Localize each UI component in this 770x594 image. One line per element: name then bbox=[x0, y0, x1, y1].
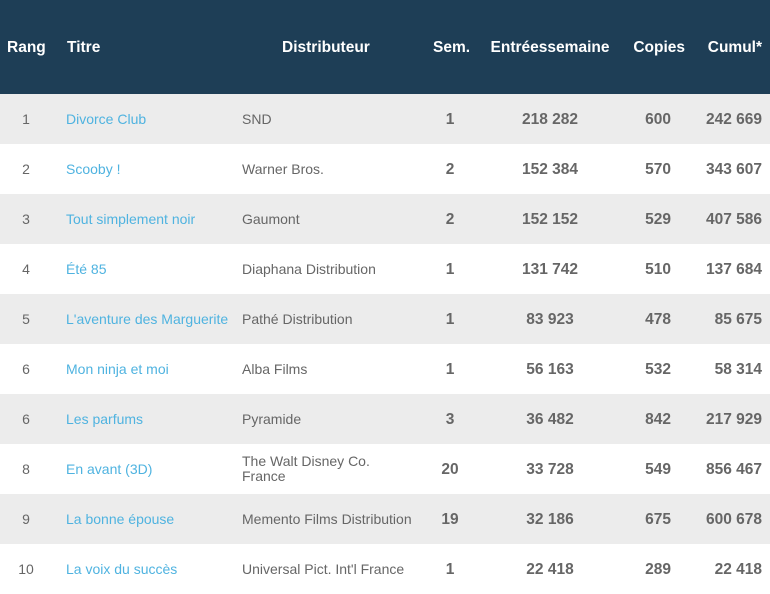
entrees-cell: 56 163 bbox=[526, 360, 574, 378]
rang-cell: 2 bbox=[22, 160, 30, 177]
rang-cell: 1 bbox=[22, 110, 30, 127]
rang-cell: 10 bbox=[18, 560, 34, 577]
entrees-cell: 152 152 bbox=[521, 210, 579, 228]
entrees-cell: 131 742 bbox=[521, 260, 579, 278]
table-body: 1 Divorce Club SND 1 218 282 600 242 669 2 Scoob… bbox=[0, 94, 770, 594]
table-row: 6 Les parfums Pyramide 3 36 482 842 217 929 bbox=[0, 394, 770, 444]
film-title-link[interactable]: Été 85 bbox=[66, 260, 107, 277]
distributeur-cell: Pyramide bbox=[242, 410, 302, 427]
copies-cell: 529 bbox=[645, 210, 671, 228]
semaine-cell: 1 bbox=[445, 110, 455, 128]
cumul-cell: 217 929 bbox=[705, 410, 762, 428]
table-row: 2 Scooby ! Warner Bros. 2 152 384 570 343 607 bbox=[0, 144, 770, 194]
table-header: Rang Titre Distributeur Sem. Entrées sem… bbox=[0, 0, 770, 94]
distributeur-cell: Warner Bros. bbox=[242, 160, 324, 177]
rang-cell: 9 bbox=[22, 510, 30, 527]
column-header-cumul: Cumul* bbox=[707, 38, 762, 56]
cumul-cell: 600 678 bbox=[705, 510, 762, 528]
cumul-cell: 343 607 bbox=[705, 160, 762, 178]
distributeur-cell: The Walt Disney Co. France bbox=[242, 453, 370, 484]
column-header-titre: Titre bbox=[67, 38, 101, 56]
rang-cell: 3 bbox=[22, 210, 30, 227]
copies-cell: 600 bbox=[645, 110, 671, 128]
cumul-cell: 856 467 bbox=[705, 460, 762, 478]
film-title-link[interactable]: Divorce Club bbox=[66, 110, 147, 127]
semaine-cell: 1 bbox=[445, 260, 455, 278]
semaine-cell: 1 bbox=[445, 310, 455, 328]
copies-cell: 532 bbox=[645, 360, 671, 378]
film-title-link[interactable]: Tout simplement noir bbox=[66, 210, 196, 227]
copies-cell: 570 bbox=[645, 160, 671, 178]
column-header-semaine: Sem. bbox=[433, 38, 471, 56]
entrees-cell: 218 282 bbox=[521, 110, 579, 128]
rang-cell: 5 bbox=[22, 310, 30, 327]
distributeur-cell: Universal Pict. Int'l France bbox=[242, 560, 405, 577]
rang-cell: 4 bbox=[22, 260, 30, 277]
table-row: 10 La voix du succès Universal Pict. Int'l… bbox=[0, 544, 770, 594]
column-header-entrees-line2: semaine bbox=[547, 38, 610, 56]
table-row: 3 Tout simplement noir Gaumont 2 152 152 529 4… bbox=[0, 194, 770, 244]
distributeur-cell: Alba Films bbox=[242, 360, 308, 377]
semaine-cell: 3 bbox=[445, 410, 455, 428]
table-row: 9 La bonne épouse Memento Films Distributi… bbox=[0, 494, 770, 544]
film-title-link[interactable]: Les parfums bbox=[66, 410, 144, 427]
table-row: 6 Mon ninja et moi Alba Films 1 56 163 532 58 … bbox=[0, 344, 770, 394]
copies-cell: 289 bbox=[645, 560, 671, 578]
column-header-entrees-line1: Entrées bbox=[490, 38, 548, 56]
semaine-cell: 1 bbox=[445, 360, 455, 378]
film-title-link[interactable]: Mon ninja et moi bbox=[66, 360, 169, 377]
column-header-distributeur: Distributeur bbox=[282, 38, 370, 56]
semaine-cell: 19 bbox=[441, 510, 459, 528]
cumul-cell: 22 418 bbox=[714, 560, 762, 578]
column-header-rang: Rang bbox=[7, 38, 46, 56]
distributeur-cell: Memento Films Distribution bbox=[242, 510, 412, 527]
distributeur-cell: Pathé Distribution bbox=[242, 310, 353, 327]
film-title-link[interactable]: La voix du succès bbox=[66, 560, 178, 577]
column-header-entrees: Entrées semaine bbox=[491, 0, 610, 94]
table-row: 5 L'aventure des Marguerite Pathé Distribu… bbox=[0, 294, 770, 344]
rang-cell: 6 bbox=[22, 410, 30, 427]
cumul-cell: 407 586 bbox=[705, 210, 762, 228]
entrees-cell: 32 186 bbox=[526, 510, 574, 528]
distributeur-cell: Diaphana Distribution bbox=[242, 260, 376, 277]
cumul-cell: 137 684 bbox=[705, 260, 762, 278]
cumul-cell: 242 669 bbox=[705, 110, 762, 128]
copies-cell: 842 bbox=[645, 410, 671, 428]
film-title-link[interactable]: Scooby ! bbox=[66, 160, 121, 177]
entrees-cell: 36 482 bbox=[526, 410, 574, 428]
table-row: 1 Divorce Club SND 1 218 282 600 242 669 bbox=[0, 94, 770, 144]
cumul-cell: 58 314 bbox=[714, 360, 762, 378]
copies-cell: 675 bbox=[645, 510, 671, 528]
copies-cell: 510 bbox=[645, 260, 671, 278]
semaine-cell: 20 bbox=[441, 460, 459, 478]
film-title-link[interactable]: La bonne épouse bbox=[66, 510, 175, 527]
rang-cell: 8 bbox=[22, 460, 30, 477]
distributeur-cell: Gaumont bbox=[242, 210, 300, 227]
distributeur-cell: SND bbox=[242, 110, 272, 127]
entrees-cell: 22 418 bbox=[526, 560, 574, 578]
cumul-cell: 85 675 bbox=[714, 310, 762, 328]
table-row: 8 En avant (3D) The Walt Disney Co. France… bbox=[0, 444, 770, 494]
film-title-link[interactable]: L'aventure des Marguerite bbox=[66, 310, 229, 327]
copies-cell: 478 bbox=[645, 310, 671, 328]
column-header-copies: Copies bbox=[633, 38, 685, 56]
rang-cell: 6 bbox=[22, 360, 30, 377]
entrees-cell: 83 923 bbox=[526, 310, 574, 328]
semaine-cell: 2 bbox=[445, 210, 455, 228]
film-title-link[interactable]: En avant (3D) bbox=[66, 460, 153, 477]
entrees-cell: 152 384 bbox=[521, 160, 579, 178]
table-row: 4 Été 85 Diaphana Distribution 1 131 742 510 1… bbox=[0, 244, 770, 294]
semaine-cell: 1 bbox=[445, 560, 455, 578]
copies-cell: 549 bbox=[645, 460, 671, 478]
entrees-cell: 33 728 bbox=[526, 460, 574, 478]
semaine-cell: 2 bbox=[445, 160, 455, 178]
